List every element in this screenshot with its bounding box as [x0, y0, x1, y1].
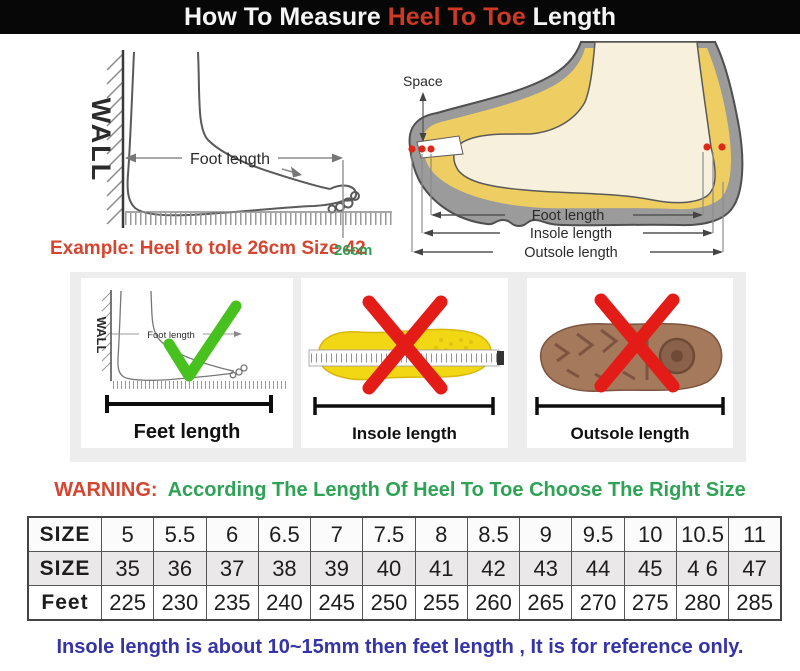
table-cell: 7 [310, 516, 364, 552]
table-cell: 275 [623, 585, 677, 621]
table-cell: 280 [675, 585, 730, 621]
table-cell: 6 [205, 516, 259, 552]
insole-diagram [308, 295, 504, 415]
table-cell: 35 [100, 551, 155, 586]
table-cell: 47 [728, 551, 782, 586]
table-cell: 240 [257, 585, 312, 621]
outsole-diagram [535, 293, 725, 415]
table-cell: 285 [728, 585, 782, 621]
table-cell: 9 [519, 516, 573, 552]
table-cell: 225 [100, 585, 155, 621]
table-cell: 245 [310, 585, 364, 621]
shoe-outsole-length-label: Outsole length [524, 245, 618, 261]
dimension-arrows [413, 211, 723, 256]
table-row-size-eu: SIZE 35 36 37 38 39 40 41 42 43 44 45 4 … [27, 551, 782, 586]
ruler-value: 26cm [334, 242, 373, 259]
warning-prefix: WARNING: [54, 479, 158, 501]
wall-foot-diagram: WALL Foot length [86, 50, 392, 238]
panel-insole-length: Insole length [301, 278, 508, 448]
arrow-up-icon [419, 92, 427, 101]
cross-icon [362, 295, 448, 395]
table-cell: 8.5 [466, 516, 521, 552]
foot-length-label: Foot length [190, 151, 270, 168]
table-cell: 230 [153, 585, 207, 621]
cross-icon [594, 293, 680, 393]
wall-label: WALL [86, 98, 116, 182]
space-label: Space [403, 73, 443, 89]
wall-hatching [106, 53, 124, 225]
shoe-foot-length-label: Foot length [532, 208, 605, 224]
shoe-cross-section-diagram: Space Foot length Insole length Outsole … [403, 41, 744, 261]
table-row-size-us: SIZE 5 5.5 6 6.5 7 7.5 8 8.5 9 9.5 10 10… [27, 516, 782, 552]
table-cell: 255 [414, 585, 468, 621]
panel-label-outsole-length: Outsole length [570, 424, 690, 443]
measure-dots [408, 143, 726, 153]
foot-in-shoe-shape [453, 41, 716, 204]
table-cell: 45 [623, 551, 677, 586]
row-header: SIZE [27, 516, 102, 552]
table-cell: 6.5 [257, 516, 312, 552]
mini-wall-foot-diagram: WALL Foot length [94, 290, 286, 413]
dimension-lines [415, 214, 721, 253]
panel-label-insole-length: Insole length [352, 424, 457, 443]
table-cell: 42 [466, 551, 521, 586]
arrow-down-icon [419, 133, 427, 142]
panel-outsole-length: Outsole length [527, 278, 733, 448]
title-part1: How To Measure [184, 2, 388, 31]
table-cell: 39 [310, 551, 364, 586]
tape-end [497, 351, 504, 365]
table-cell: 43 [519, 551, 573, 586]
table-cell: 40 [362, 551, 416, 586]
check-icon [163, 300, 242, 382]
shoe-insole-length-label: Insole length [530, 226, 612, 242]
table-cell: 10.5 [675, 516, 730, 552]
table-cell: 270 [571, 585, 625, 621]
table-cell: 37 [205, 551, 259, 586]
title-part2: Length [525, 2, 616, 31]
table-cell: 8 [414, 516, 468, 552]
arrow-left-icon [125, 153, 136, 163]
table-row-feet-mm: Feet 225 230 235 240 245 250 255 260 265… [27, 585, 782, 621]
table-cell: 5.5 [153, 516, 207, 552]
table-cell: 10 [623, 516, 677, 552]
table-cell: 9.5 [571, 516, 625, 552]
table-cell: 250 [362, 585, 416, 621]
table-cell: 5 [100, 516, 155, 552]
title-highlight: Heel To Toe [387, 2, 526, 31]
row-header: SIZE [27, 551, 102, 586]
warning-line: WARNING: According The Length Of Heel To … [0, 479, 800, 502]
mini-wall-hatching [101, 291, 112, 372]
row-header: Feet [27, 585, 102, 621]
mini-arrow-icon [234, 331, 242, 337]
table-cell: 36 [153, 551, 207, 586]
mini-foot-length-label: Foot length [147, 330, 195, 341]
table-cell: 7.5 [362, 516, 416, 552]
table-cell: 44 [571, 551, 625, 586]
table-cell: 4 6 [675, 551, 730, 586]
warning-message: According The Length Of Heel To Toe Choo… [167, 479, 746, 501]
mini-wall-label: WALL [94, 317, 109, 354]
extension-lines [411, 152, 724, 252]
table-cell: 260 [466, 585, 521, 621]
example-text: Example: Heel to tole 26cm Size 42 [50, 238, 366, 259]
small-arrow-icon [291, 166, 302, 178]
arrow-right-icon [332, 153, 343, 163]
table-cell: 235 [205, 585, 259, 621]
table-cell: 265 [519, 585, 573, 621]
method-panels-strip: WALL Foot length Feet length [70, 272, 746, 462]
panel-feet-length: WALL Foot length Feet length [81, 278, 293, 448]
table-cell: 41 [414, 551, 468, 586]
page-title: How To Measure Heel To Toe Length [0, 0, 800, 34]
foot-outline [126, 51, 360, 217]
table-cell: 38 [257, 551, 312, 586]
size-conversion-table: SIZE 5 5.5 6 6.5 7 7.5 8 8.5 9 9.5 10 10… [27, 516, 782, 621]
toe-space-gap [416, 135, 464, 159]
footnote-text: Insole length is about 10~15mm then feet… [56, 636, 744, 658]
panel-label-feet-length: Feet length [133, 421, 241, 443]
table-cell: 11 [728, 516, 782, 552]
